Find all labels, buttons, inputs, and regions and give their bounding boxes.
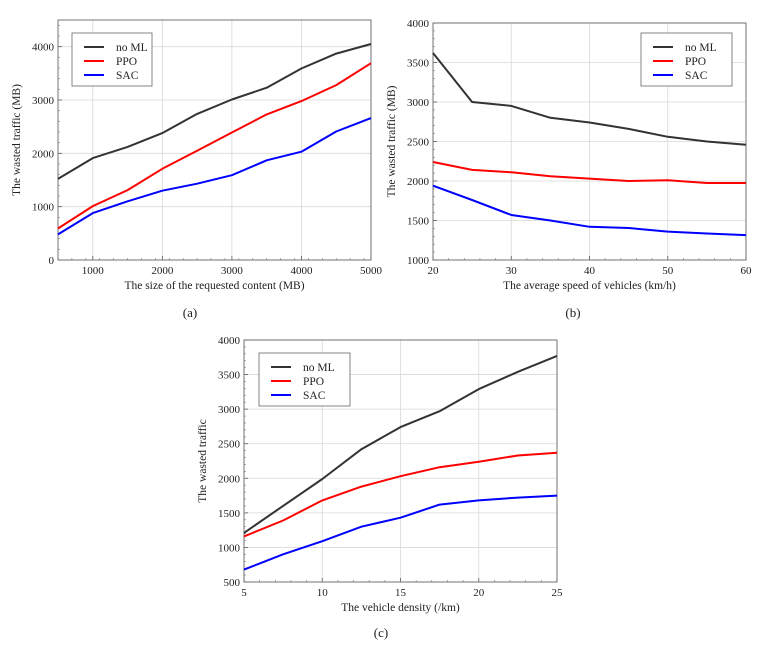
x-tick-label: 20 [473, 587, 485, 599]
y-tick-label: 3000 [218, 404, 241, 416]
legend-label: PPO [303, 376, 324, 388]
y-tick-label: 0 [49, 255, 55, 267]
plot-frame [432, 22, 747, 261]
series-line-ppo [57, 62, 372, 230]
x-tick-label: 50 [662, 265, 674, 277]
subfigure-caption: (a) [183, 305, 197, 320]
y-tick-label: 2500 [407, 137, 430, 149]
x-tick-label: 30 [506, 265, 518, 277]
series-line-ppo [432, 161, 746, 184]
y-tick-label: 3500 [218, 370, 241, 382]
series-line-sac [243, 494, 558, 571]
x-tick-label: 40 [584, 265, 596, 277]
x-tick-label: 15 [395, 587, 407, 599]
y-tick-label: 2000 [218, 473, 241, 485]
x-axis-label: The average speed of vehicles (km/h) [503, 280, 676, 292]
series-line-no-ml [243, 354, 558, 534]
chart-b: 20 30 40 50 60 1000 1500 2000 2500 3000 3500 4000 no… [386, 18, 752, 320]
x-tick-label: 2000 [151, 265, 174, 277]
y-axis-label: The wasted traffic [197, 419, 209, 502]
y-tick-label: 4000 [32, 42, 55, 54]
x-axis-label: The size of the requested content (MB) [124, 280, 304, 292]
series-line-sac [432, 184, 747, 237]
chart-c: 5 10 15 20 25 500 1000 1500 2000 2500 3000 3500 4000… [197, 335, 563, 640]
y-axis-label: The wasted traffic (MB) [386, 85, 398, 197]
x-tick-label: 5 [241, 587, 247, 599]
series-line-no-ml [432, 52, 747, 146]
x-tick-label: 10 [317, 587, 329, 599]
legend-label: SAC [116, 70, 139, 82]
y-tick-label: 3000 [407, 97, 430, 109]
y-tick-label: 4000 [218, 335, 241, 347]
legend-label: PPO [116, 56, 137, 68]
y-tick-label: 500 [224, 577, 241, 589]
y-tick-label: 2000 [407, 176, 430, 188]
x-tick-label: 1000 [82, 265, 105, 277]
y-tick-label: 1000 [32, 202, 55, 214]
x-tick-label: 4000 [290, 265, 313, 277]
y-tick-label: 1500 [218, 508, 241, 520]
x-tick-label: 3000 [221, 265, 244, 277]
y-tick-label: 2500 [218, 439, 241, 451]
x-tick-label: 20 [428, 265, 440, 277]
y-tick-label: 3500 [407, 58, 430, 70]
subfigure-caption: (b) [565, 305, 580, 320]
y-tick-label: 2000 [32, 148, 55, 160]
legend-label: no ML [116, 42, 148, 54]
y-tick-label: 1000 [218, 542, 241, 554]
plot-frame [57, 19, 372, 261]
x-tick-label: 5000 [360, 265, 383, 277]
y-tick-label: 3000 [32, 95, 55, 107]
series-line-sac [57, 117, 372, 236]
y-tick-label: 1500 [407, 216, 430, 228]
legend-label: SAC [685, 70, 708, 82]
legend-box [71, 32, 153, 87]
y-tick-label: 1000 [407, 255, 430, 267]
x-tick-label: 25 [552, 587, 564, 599]
x-tick-label: 60 [741, 265, 753, 277]
plot-frame [243, 339, 558, 583]
legend-label: no ML [685, 42, 717, 54]
legend-label: SAC [303, 390, 326, 402]
chart-a: 1000 2000 3000 4000 5000 0 1000 2000 3000 4000 no … [11, 19, 383, 320]
x-axis-label: The vehicle density (/km) [341, 602, 460, 614]
legend-box [640, 32, 733, 87]
y-tick-label: 4000 [407, 18, 430, 30]
series-line-ppo [243, 451, 558, 538]
y-axis-label: The wasted traffic (MB) [11, 84, 23, 196]
subfigure-caption: (c) [374, 625, 388, 640]
legend-label: PPO [685, 56, 706, 68]
legend-label: no ML [303, 362, 335, 374]
legend-box [258, 352, 351, 407]
series-line-no-ml [57, 43, 372, 180]
